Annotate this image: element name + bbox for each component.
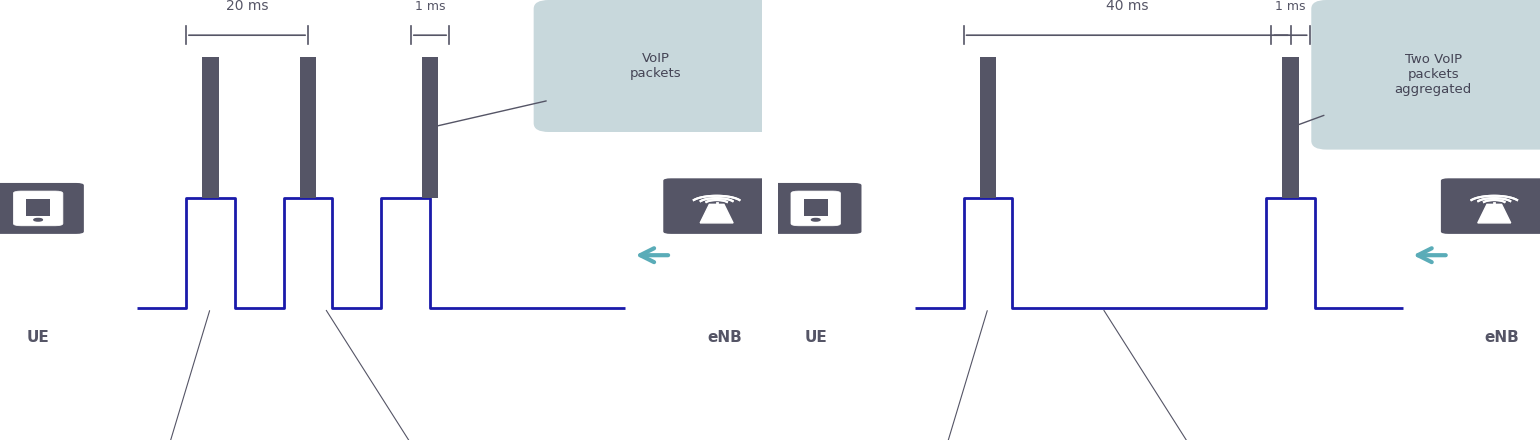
Text: UE: UE xyxy=(26,330,49,345)
FancyBboxPatch shape xyxy=(770,183,861,234)
Text: 20 ms: 20 ms xyxy=(226,0,268,13)
FancyBboxPatch shape xyxy=(422,57,439,198)
Polygon shape xyxy=(701,204,733,223)
Circle shape xyxy=(812,219,819,221)
FancyBboxPatch shape xyxy=(202,57,219,198)
Text: Two VoIP
packets
aggregated: Two VoIP packets aggregated xyxy=(1395,53,1472,96)
Text: TTI
1 ms: TTI 1 ms xyxy=(414,0,445,13)
FancyBboxPatch shape xyxy=(534,0,778,132)
Text: 40 ms: 40 ms xyxy=(1106,0,1149,13)
Text: eNB: eNB xyxy=(1485,330,1520,345)
Circle shape xyxy=(34,219,43,221)
Text: VoIP
packets: VoIP packets xyxy=(630,52,682,80)
FancyBboxPatch shape xyxy=(664,178,770,234)
FancyBboxPatch shape xyxy=(1311,0,1540,150)
FancyBboxPatch shape xyxy=(0,183,83,234)
Polygon shape xyxy=(1478,204,1511,223)
FancyBboxPatch shape xyxy=(979,57,996,198)
FancyBboxPatch shape xyxy=(1441,178,1540,234)
FancyBboxPatch shape xyxy=(14,191,63,226)
FancyBboxPatch shape xyxy=(804,199,829,216)
Text: UE: UE xyxy=(804,330,827,345)
FancyBboxPatch shape xyxy=(26,199,51,216)
FancyBboxPatch shape xyxy=(1283,57,1298,198)
FancyBboxPatch shape xyxy=(300,57,316,198)
FancyBboxPatch shape xyxy=(792,191,841,226)
Text: TTI
1 ms: TTI 1 ms xyxy=(1275,0,1306,13)
Text: eNB: eNB xyxy=(707,330,742,345)
